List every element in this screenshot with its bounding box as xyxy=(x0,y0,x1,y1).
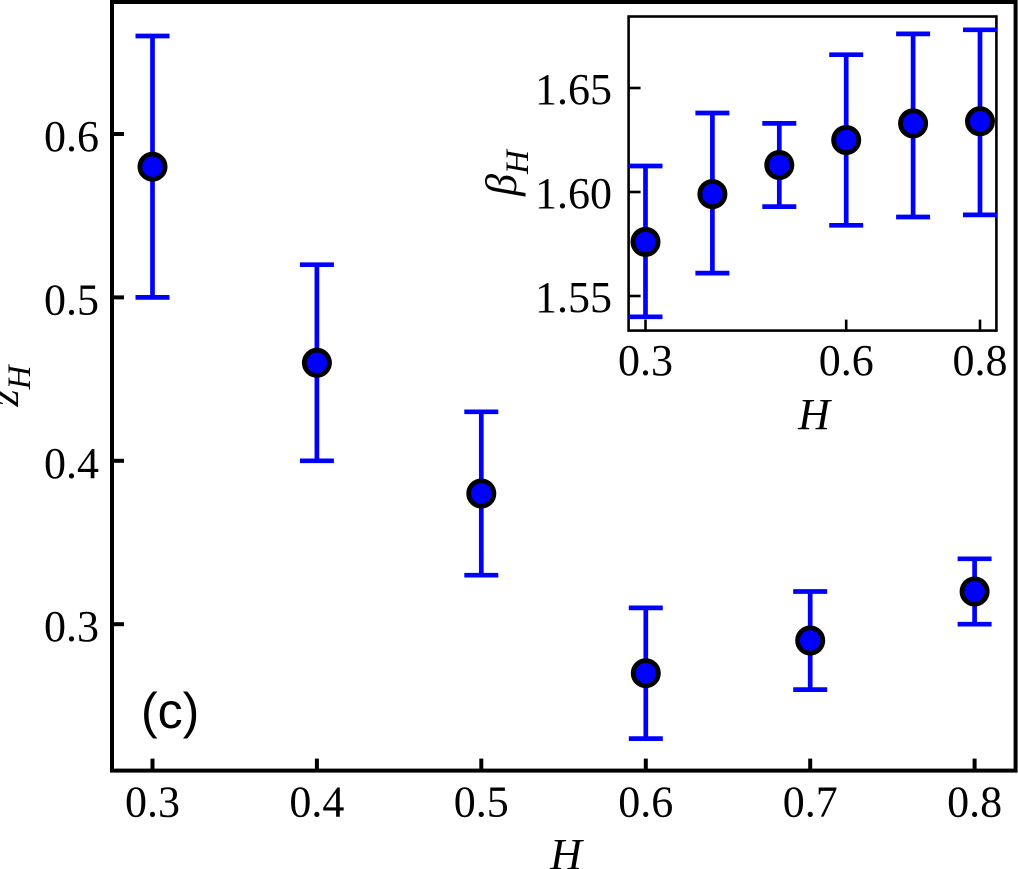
svg-text:H: H xyxy=(797,390,832,439)
svg-text:(c): (c) xyxy=(141,683,199,739)
svg-text:0.6: 0.6 xyxy=(819,336,874,385)
svg-text:H: H xyxy=(549,830,584,869)
svg-text:0.3: 0.3 xyxy=(44,602,99,651)
svg-text:0.7: 0.7 xyxy=(783,778,838,827)
svg-text:0.4: 0.4 xyxy=(44,439,99,488)
svg-text:0.3: 0.3 xyxy=(125,778,180,827)
svg-text:0.6: 0.6 xyxy=(44,112,99,161)
svg-text:0.4: 0.4 xyxy=(289,778,344,827)
svg-text:0.6: 0.6 xyxy=(618,778,673,827)
svg-text:0.3: 0.3 xyxy=(618,336,673,385)
svg-text:1.60: 1.60 xyxy=(535,169,612,218)
svg-text:βH: βH xyxy=(477,148,536,197)
svg-text:0.8: 0.8 xyxy=(953,336,1008,385)
svg-text:1.65: 1.65 xyxy=(535,65,612,114)
svg-text:1.55: 1.55 xyxy=(535,273,612,322)
svg-text:zH: zH xyxy=(0,363,38,407)
svg-text:0.8: 0.8 xyxy=(947,778,1002,827)
svg-text:0.5: 0.5 xyxy=(44,275,99,324)
svg-text:0.5: 0.5 xyxy=(454,778,509,827)
